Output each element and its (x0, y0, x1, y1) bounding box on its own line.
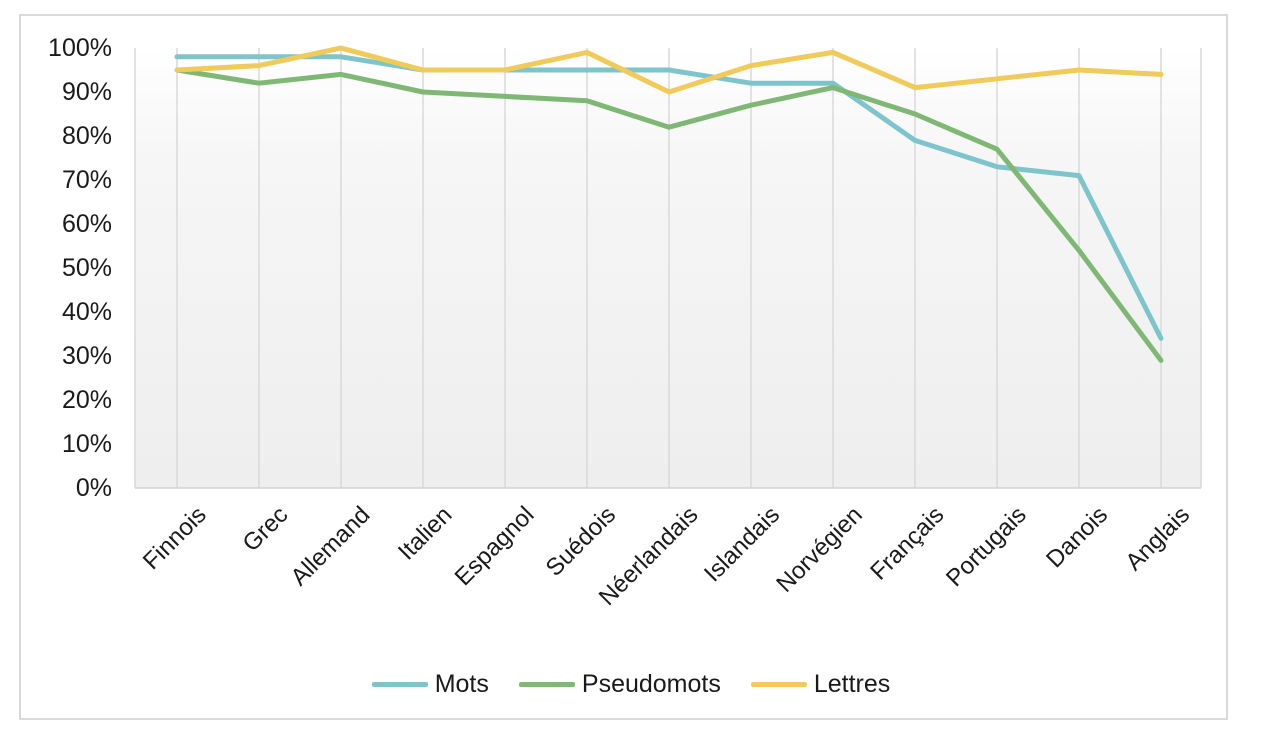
y-tick-label: 0% (75, 474, 112, 502)
y-tick-label: 10% (61, 430, 112, 458)
y-tick-label: 20% (61, 386, 112, 414)
legend-swatch-lettres (750, 681, 807, 687)
series-line-pseudomots (174, 67, 1164, 363)
y-tick-label: 90% (61, 78, 112, 106)
legend-label: Mots (434, 669, 489, 698)
series-line-mots (174, 54, 1164, 341)
legend-item-lettres: Lettres (750, 669, 891, 699)
y-tick-label: 80% (61, 122, 112, 150)
y-tick-label: 70% (61, 166, 112, 194)
y-tick-label: 30% (61, 342, 112, 370)
y-tick-label: 100% (48, 34, 112, 62)
legend-item-mots: Mots (371, 669, 489, 699)
legend: Mots Pseudomots Lettres (0, 664, 1262, 704)
y-tick-label: 60% (61, 210, 112, 238)
legend-swatch-pseudomots (518, 681, 575, 687)
y-tick-label: 50% (61, 254, 112, 282)
legend-swatch-mots (371, 681, 428, 687)
legend-label: Pseudomots (581, 669, 721, 698)
plot-background (135, 48, 1201, 488)
legend-label: Lettres (813, 669, 891, 698)
series-line-lettres (174, 45, 1164, 95)
legend-item-pseudomots: Pseudomots (518, 669, 721, 699)
y-tick-label: 40% (61, 298, 112, 326)
